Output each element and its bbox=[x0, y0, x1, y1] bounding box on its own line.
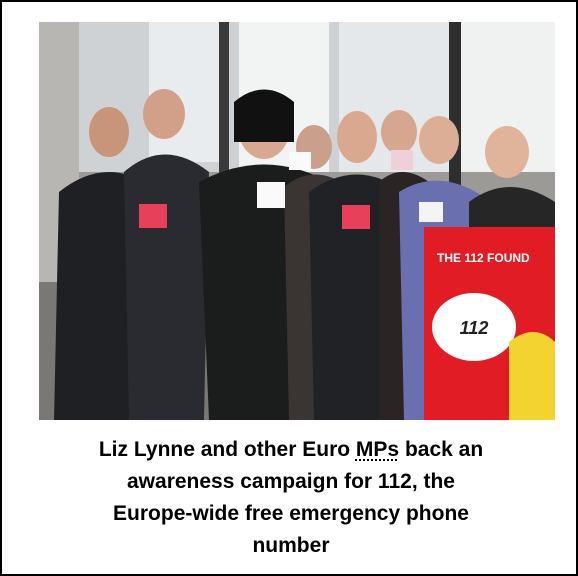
caption-text: Liz Lynne and other Euro bbox=[98, 438, 356, 461]
photo: THE 112 FOUND 112 bbox=[39, 22, 555, 420]
sign-title: THE 112 FOUND bbox=[437, 251, 530, 265]
sign-number: 112 bbox=[460, 318, 489, 338]
caption-text: back an bbox=[399, 438, 484, 461]
abbreviation: MPs bbox=[355, 438, 400, 461]
caption-line: Liz Lynne and other Euro MPs back an bbox=[22, 434, 560, 466]
caption-line: awareness campaign for 112, the bbox=[127, 470, 455, 493]
caption-line: number bbox=[252, 534, 330, 557]
caption-line: Europe-wide free emergency phone bbox=[113, 502, 469, 525]
caption: Liz Lynne and other Euro MPs back an awa… bbox=[22, 434, 560, 562]
